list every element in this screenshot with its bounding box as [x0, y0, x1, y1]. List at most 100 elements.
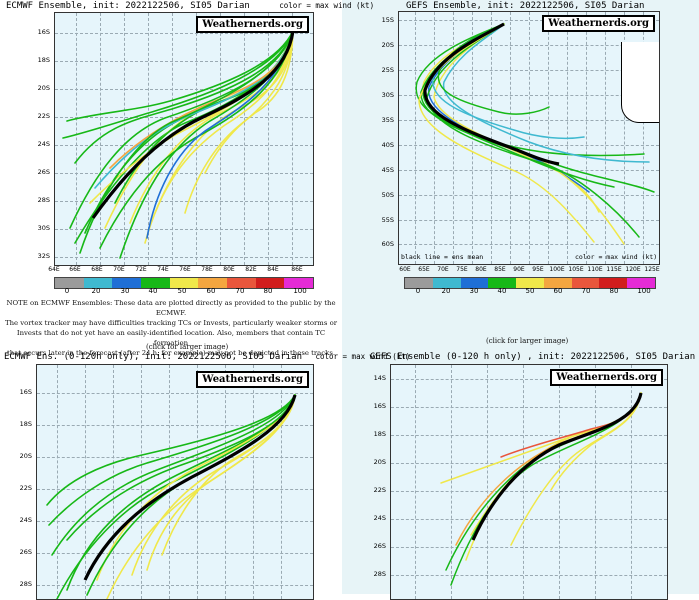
click-larger-right-link[interactable]: (click for larger image): [486, 337, 569, 345]
gefs-ytick: 40S: [381, 141, 394, 149]
gefs-120h-title-text: GEFS Ensemble (0-120 h only) , init: 202…: [370, 352, 696, 362]
gefs-ytick: 50S: [381, 191, 394, 199]
ecmwf-120h-ytick: 22S: [19, 484, 32, 492]
gefs-ytick: 25S: [381, 66, 394, 74]
ecmwf-ytick: 24S: [37, 140, 50, 148]
ecmwf-120h-ytick: 18S: [19, 420, 32, 428]
cb-tick: 70: [235, 287, 245, 295]
gefs-ytick: 20S: [381, 41, 394, 49]
gefs-xtick: 95E: [532, 266, 544, 273]
ecmwf-xtick: 64E: [48, 266, 60, 273]
note-line: Invests that do not yet have an easily-i…: [16, 329, 326, 347]
cb-tick: 60: [553, 287, 563, 295]
ecmwf-120h-panel[interactable]: ECMWF Ens. (0-120h only), init: 20221225…: [0, 352, 410, 600]
gefs-120h-ytick: 22S: [373, 486, 386, 494]
ecmwf-colorbar: [54, 277, 314, 289]
ecmwf-ytick: 26S: [37, 168, 50, 176]
australia-landmass: [621, 42, 659, 123]
note-line: The vortex tracker may have difficulties…: [4, 319, 338, 327]
ecmwf-xtick: 68E: [91, 266, 103, 273]
gefs-xtick: 70E: [437, 266, 449, 273]
cb-tick: 70: [581, 287, 591, 295]
gefs-xtick: 60E: [399, 266, 411, 273]
gefs-xtick: 65E: [418, 266, 430, 273]
gefs-120h-ytick: 18S: [373, 430, 386, 438]
ecmwf-ytick: 32S: [37, 252, 50, 260]
gefs-tracks: [415, 22, 655, 245]
gefs-panel-title: GEFS Ensemble, init: 2022122506, SI05 Da…: [406, 1, 644, 11]
ecmwf-ytick: 18S: [37, 56, 50, 64]
gefs-xtick: 120E: [625, 266, 641, 273]
gefs-ytick: 15S: [381, 16, 394, 24]
ecmwf-120h-ytick: 16S: [19, 388, 32, 396]
cb-tick: 40: [148, 287, 158, 295]
ecmwf-legend-note: color = max wind (kt): [279, 1, 375, 10]
ecmwf-ytick: 20S: [37, 84, 50, 92]
cb-tick: 80: [609, 287, 619, 295]
ecmwf-xtick: 70E: [113, 266, 125, 273]
ecmwf-ytick: 16S: [37, 28, 50, 36]
ecmwf-xtick: 66E: [69, 266, 81, 273]
gefs-ytick: 60S: [381, 240, 394, 248]
gefs-120h-map[interactable]: Weathernerds.org: [390, 364, 668, 600]
gefs-120h-ytick: 28S: [373, 570, 386, 578]
gefs-xtick: 90E: [513, 266, 525, 273]
gefs-xtick: 110E: [587, 266, 603, 273]
note-line: NOTE on ECMWF Ensembles: These data are …: [6, 299, 336, 317]
gefs-ensemble-panel[interactable]: GEFS Ensemble, init: 2022122506, SI05 Da…: [342, 0, 699, 296]
ecmwf-tracks: [62, 30, 295, 259]
cb-tick: 100: [293, 287, 307, 295]
ecmwf-120h-title: ECMWF Ens. (0-120h only), init: 20221225…: [4, 352, 410, 362]
gefs-120h-ytick: 14S: [373, 374, 386, 382]
ecmwf-120h-tracks: [46, 394, 297, 599]
cb-tick: 30: [120, 287, 130, 295]
ecmwf-xtick: 74E: [157, 266, 169, 273]
gefs-xtick: 125E: [644, 266, 660, 273]
ecmwf-ytick: 28S: [37, 196, 50, 204]
cb-tick: 50: [177, 287, 187, 295]
gefs-120h-ytick: 26S: [373, 542, 386, 550]
ecmwf-title-text: ECMWF Ensemble, init: 2022122506, SI05 D…: [6, 1, 250, 11]
cb-tick: 20: [91, 287, 101, 295]
gefs-ytick: 45S: [381, 166, 394, 174]
gefs-ytick: 35S: [381, 116, 394, 124]
ecmwf-120h-ytick: 26S: [19, 548, 32, 556]
note-line: that occurs later in the forecast (after…: [6, 349, 336, 357]
ecmwf-120h-legend-note: color = max wind (kt): [315, 352, 411, 361]
gefs-map[interactable]: Weathernerds.org black line = ens mean c…: [398, 11, 660, 265]
cb-tick: 60: [206, 287, 216, 295]
ecmwf-120h-title-text: ECMWF Ens. (0-120h only), init: 20221225…: [4, 352, 303, 362]
cb-tick: 20: [441, 287, 451, 295]
cb-tick: 40: [497, 287, 507, 295]
ecmwf-map[interactable]: Weathernerds.org: [54, 12, 314, 266]
gefs-ytick: 30S: [381, 91, 394, 99]
weathernerds-logo: Weathernerds.org: [196, 16, 309, 33]
ecmwf-xtick: 82E: [245, 266, 257, 273]
cb-tick: 30: [469, 287, 479, 295]
gefs-120h-ytick: 20S: [373, 458, 386, 466]
gefs-120h-panel[interactable]: GEFS Ensemble (0-120 h only) , init: 202…: [342, 352, 699, 600]
ecmwf-xtick: 76E: [179, 266, 191, 273]
ecmwf-xtick: 80E: [223, 266, 235, 273]
gefs-mean-note: black line = ens mean: [401, 253, 484, 261]
gefs-120h-tracks: [440, 392, 643, 586]
ecmwf-ensemble-panel[interactable]: ECMWF Ensemble, init: 2022122506, SI05 D…: [0, 0, 374, 295]
ecmwf-panel-title: ECMWF Ensemble, init: 2022122506, SI05 D…: [6, 1, 374, 11]
gefs-xtick: 105E: [568, 266, 584, 273]
gefs-wind-note: color = max wind (kt): [575, 253, 658, 261]
cb-tick: 0: [415, 287, 421, 295]
click-larger-left-link[interactable]: (click for larger image): [146, 343, 229, 351]
gefs-ytick: 55S: [381, 216, 394, 224]
weathernerds-logo: Weathernerds.org: [550, 369, 663, 386]
ecmwf-120h-ytick: 24S: [19, 516, 32, 524]
ecmwf-120h-map[interactable]: Weathernerds.org: [36, 364, 314, 600]
weathernerds-logo: Weathernerds.org: [542, 15, 655, 32]
ecmwf-xtick: 72E: [135, 266, 147, 273]
ecmwf-xtick: 86E: [291, 266, 303, 273]
gefs-xtick: 75E: [456, 266, 468, 273]
ecmwf-ytick: 22S: [37, 112, 50, 120]
cb-tick: 100: [637, 287, 651, 295]
gefs-xtick: 115E: [606, 266, 622, 273]
gefs-120h-title: GEFS Ensemble (0-120 h only) , init: 202…: [370, 352, 695, 362]
gefs-120h-ytick: 24S: [373, 514, 386, 522]
